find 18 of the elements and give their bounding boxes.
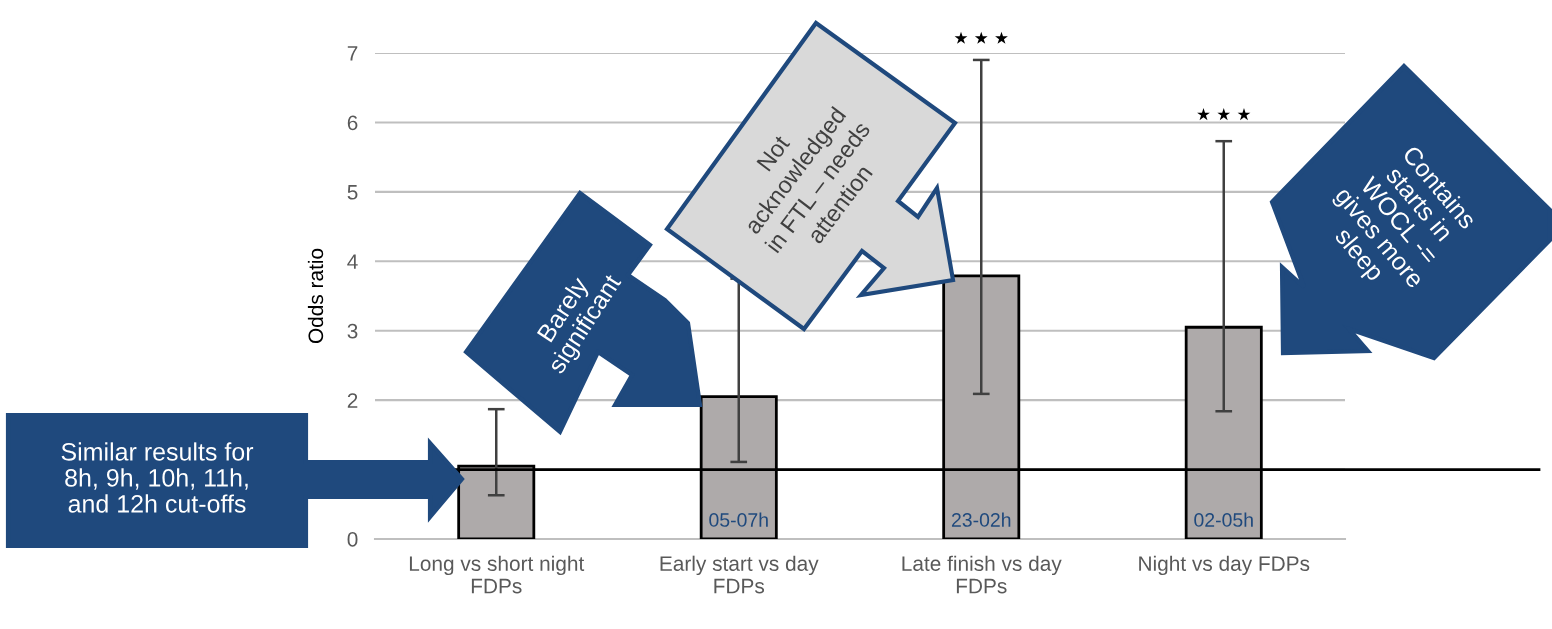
y-tick-label: 2 — [347, 393, 358, 408]
x-tick-label: Night vs day FDPs — [1139, 555, 1310, 576]
y-tick-label: 7 — [347, 46, 358, 61]
annotation: 23-02h — [951, 512, 1011, 527]
text: ★ ★ ★ — [954, 31, 1008, 44]
annotation: 02-05h — [1194, 512, 1253, 527]
y-tick-label: 3 — [347, 323, 358, 339]
x-tick-label: Long vs short night FDPs — [409, 555, 585, 594]
x-tick-label: Early start vs day FDPs — [660, 555, 819, 594]
annotation: ★ ★ ★ — [1197, 108, 1251, 121]
y-tick-label: 6 — [347, 115, 358, 131]
text: Similar results for 8h, 9h, 10h, 11h, and 12h cut-offs — [61, 442, 254, 513]
x-tick-label: Late finish vs day FDPs — [902, 555, 1062, 594]
annotation: 05-07h — [709, 512, 768, 527]
y-tick-label: 5 — [347, 185, 358, 200]
y-tick-label: 4 — [347, 254, 358, 269]
y-tick-label: 0 — [347, 532, 358, 547]
y-axis-title: Odds ratio — [307, 248, 324, 344]
